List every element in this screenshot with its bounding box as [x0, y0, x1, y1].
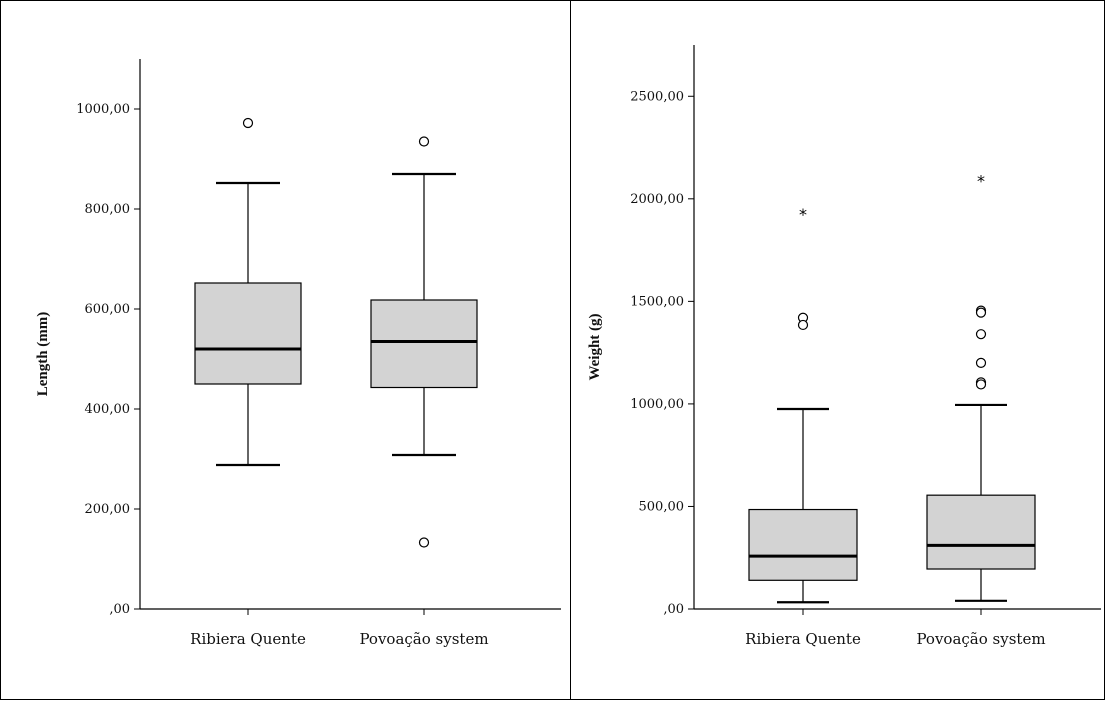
length-category-label: Povoação system [359, 630, 488, 648]
weight-y-tick-label: 2500,00 [630, 89, 684, 104]
weight-y-tick-label: ,00 [663, 602, 684, 617]
weight-chart-panel: ,00 500,00 1000,00 1500,00 2000,00 2500,00 Wei… [570, 0, 1105, 700]
weight-category-label: Povoação system [916, 630, 1045, 648]
weight-category-label: Ribiera Quente [745, 630, 861, 648]
weight-y-tick-label: 2000,00 [630, 192, 684, 207]
length-y-tick-label: 600,00 [85, 302, 131, 317]
weight-outlier [975, 357, 987, 368]
length-chart-panel: ,00 200,00 400,00 600,00 800,00 1000,00 Length… [0, 0, 571, 700]
length-category-label: Ribiera Quente [190, 630, 306, 648]
length-y-axis-title: Length (mm) [35, 312, 51, 397]
length-boxplot: ,00 200,00 400,00 600,00 800,00 1000,00 Length… [35, 59, 561, 648]
weight-box [748, 508, 858, 581]
length-y-tick-label: 400,00 [85, 402, 131, 417]
length-y-tick-label: 800,00 [85, 202, 131, 217]
weight-y-axis-title: Weight (g) [587, 313, 603, 380]
length-box [370, 299, 478, 389]
weight-outlier [797, 319, 809, 331]
weight-box [926, 494, 1036, 570]
length-outlier [418, 537, 430, 548]
weight-boxplot: ,00 500,00 1000,00 1500,00 2000,00 2500,00 Wei… [587, 45, 1101, 648]
length-box [194, 282, 302, 385]
weight-y-tick-label: 1000,00 [630, 397, 684, 412]
weight-outlier [975, 379, 987, 390]
weight-y-tick-label: 500,00 [639, 499, 685, 514]
weight-extreme-outlier: * [977, 171, 985, 190]
weight-extreme-outlier: * [799, 205, 807, 224]
length-y-tick-label: ,00 [109, 602, 130, 617]
length-outlier [418, 136, 430, 147]
length-y-tick-label: 1000,00 [76, 102, 130, 117]
weight-outlier [975, 307, 987, 318]
weight-y-tick-label: 1500,00 [630, 294, 684, 309]
length-outlier [242, 117, 254, 129]
length-y-tick-label: 200,00 [85, 502, 131, 517]
weight-outlier [975, 329, 987, 340]
